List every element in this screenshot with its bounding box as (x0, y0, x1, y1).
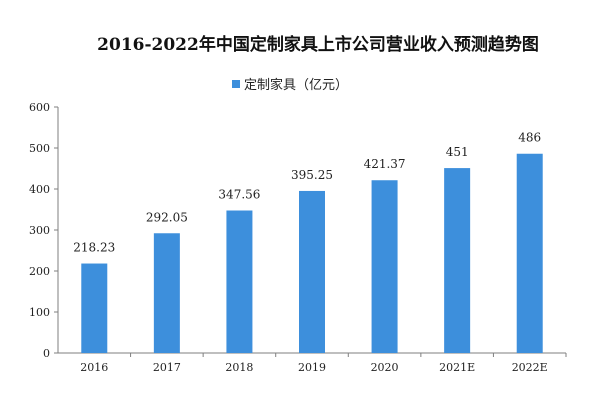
x-tick-label: 2021E (439, 361, 475, 374)
x-tick-label: 2018 (225, 361, 253, 374)
bars: 218.23 292.05 347.56 395.25 421.37 451 486 (73, 131, 543, 353)
x-tick-label: 2019 (298, 361, 326, 374)
data-label: 421.37 (364, 157, 406, 171)
data-label: 395.25 (291, 168, 333, 182)
y-tick-label: 400 (29, 183, 50, 196)
bar (81, 263, 108, 353)
legend-swatch (232, 80, 240, 88)
bar (444, 168, 471, 353)
x-tick-label: 2020 (371, 361, 399, 374)
legend-label: 定制家具（亿元） (244, 77, 348, 93)
data-label: 218.23 (73, 241, 115, 255)
bar (516, 153, 543, 353)
data-label: 486 (518, 131, 541, 145)
chart-title: 2016-2022年中国定制家具上市公司营业收入预测趋势图 (97, 34, 539, 55)
y-tick-label: 0 (43, 347, 50, 360)
bar (371, 180, 398, 353)
x-tick-label: 2022E (512, 361, 548, 374)
legend: 定制家具（亿元） (232, 77, 348, 93)
data-label: 292.05 (146, 210, 188, 224)
bar (226, 210, 253, 353)
data-label: 347.56 (218, 188, 260, 202)
bar (153, 233, 180, 353)
y-tick-label: 200 (29, 265, 50, 278)
bar (299, 190, 325, 353)
y-tick-label: 600 (29, 101, 50, 114)
axes: 0 100 200 300 400 500 600 2016 2017 2018 2019 2020 2… (29, 101, 567, 374)
y-tick-label: 100 (29, 306, 50, 319)
y-tick-label: 300 (29, 224, 50, 237)
x-tick-label: 2017 (153, 361, 181, 374)
x-tick-label: 2016 (80, 361, 108, 374)
data-label: 451 (446, 145, 469, 159)
y-tick-label: 500 (29, 142, 50, 155)
